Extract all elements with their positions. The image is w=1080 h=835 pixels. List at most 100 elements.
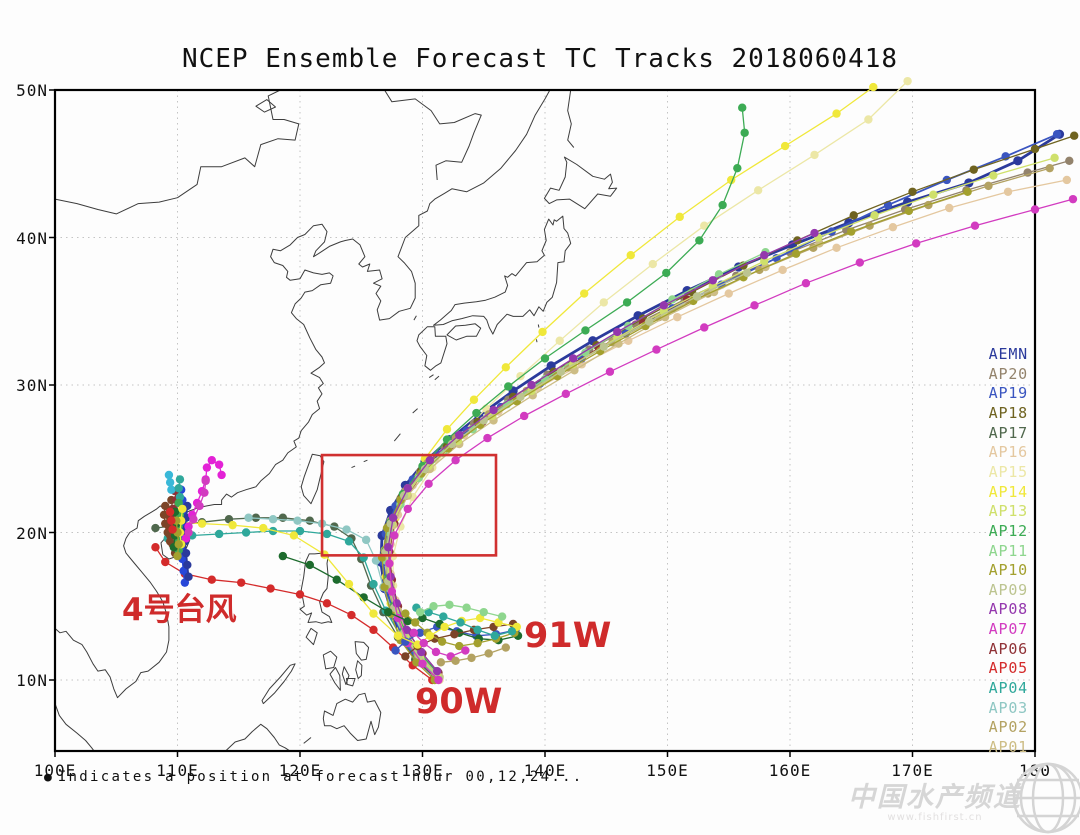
track-point [908, 187, 917, 196]
axis-label-lon-100E: 100E [33, 761, 77, 780]
track-point [451, 656, 460, 666]
legend-entry-AP05: AP05 [988, 659, 1028, 678]
track-point [181, 548, 191, 558]
track-point [648, 259, 657, 269]
legend-entry-AP13: AP13 [988, 502, 1028, 521]
track-point [911, 239, 921, 248]
axis-label-lon-110E: 110E [156, 761, 199, 780]
track-point [403, 504, 412, 514]
footnote: ● Indicates a position at forecast hour 0… [44, 769, 584, 785]
track-point [904, 206, 914, 216]
track-point [259, 523, 268, 533]
track-point [888, 222, 898, 232]
track-point [184, 572, 193, 581]
track-point [742, 268, 752, 278]
track-point [613, 327, 622, 337]
track-point [864, 115, 873, 124]
track-point [384, 607, 393, 617]
track-point [189, 515, 198, 524]
track-point [201, 476, 210, 486]
track-point [197, 519, 207, 528]
track-point [869, 82, 878, 92]
track-point [167, 485, 176, 494]
track-point [855, 258, 865, 267]
track-point [659, 301, 669, 310]
track-point [599, 298, 608, 307]
legend-entry-AP08: AP08 [988, 600, 1028, 619]
track-point [361, 535, 371, 545]
track-point [555, 336, 564, 345]
track-point [675, 212, 684, 222]
track-point [581, 326, 590, 335]
axis-ticks [49, 89, 1036, 757]
track-point [322, 529, 332, 539]
track-point [433, 666, 442, 676]
track-point [989, 171, 998, 180]
track-point [750, 301, 759, 310]
track-point [403, 616, 412, 626]
legend-entry-AP12: AP12 [988, 521, 1028, 540]
track-point [963, 187, 972, 196]
track-point [228, 520, 237, 530]
track-point [970, 221, 980, 230]
track-point [322, 599, 332, 608]
track-point [527, 380, 536, 390]
track-point [429, 602, 438, 611]
track-point [1070, 131, 1079, 140]
track-point [184, 522, 193, 531]
track-point [151, 543, 160, 552]
legend-entry-AP19: AP19 [988, 384, 1028, 403]
storm4-label: 4号台风 [122, 592, 237, 628]
track-point [419, 638, 428, 648]
track-point [753, 186, 763, 195]
track-point [1052, 130, 1062, 139]
track-point [344, 579, 354, 589]
legend-entry-AP18: AP18 [988, 403, 1028, 422]
track-point [450, 630, 459, 639]
track-point [479, 607, 488, 617]
track-point [161, 501, 170, 511]
track-point [695, 236, 704, 245]
track-point [700, 323, 709, 332]
track-4号台风-yellow [179, 508, 184, 545]
track-point [456, 618, 465, 627]
track-point [305, 516, 314, 525]
track-point [207, 456, 216, 465]
track-point [1068, 194, 1078, 204]
track-point [369, 579, 378, 589]
track-point [1013, 156, 1023, 166]
highlight-box [320, 453, 498, 557]
legend-entry-AP02: AP02 [988, 718, 1028, 737]
track-point [1003, 187, 1013, 196]
track-point [455, 641, 464, 651]
track-point [409, 628, 419, 637]
track-point [388, 513, 398, 522]
map-border [53, 88, 1037, 753]
track-point [195, 501, 204, 511]
track-point [237, 578, 246, 587]
watermark: 中国水产频道 www.fishfirst.cn [848, 784, 1022, 824]
track-point [469, 395, 479, 404]
axis-label-lon-120E: 120E [278, 761, 322, 780]
legend-entry-AP06: AP06 [988, 639, 1028, 658]
footnote-text: Indicates a position at forecast hour 00… [57, 769, 584, 785]
track-point [445, 600, 454, 609]
legend-entry-AP17: AP17 [988, 423, 1028, 442]
axis-label-lat-40N: 40N [16, 228, 48, 248]
track-point [403, 484, 412, 493]
track-point [344, 537, 354, 546]
track-point [165, 478, 175, 487]
track-point [424, 607, 433, 617]
track-point [484, 649, 493, 658]
track-point [692, 292, 702, 301]
axis-label-lat-20N: 20N [16, 523, 48, 543]
track-point [538, 327, 547, 337]
track-point [241, 528, 251, 537]
globe-icon [1012, 762, 1080, 834]
track-point [293, 516, 302, 525]
track-point [673, 312, 682, 322]
track-point [390, 531, 399, 540]
axis-label-lon-150E: 150E [646, 761, 689, 780]
track-point [434, 675, 443, 685]
track-point [1045, 163, 1054, 173]
